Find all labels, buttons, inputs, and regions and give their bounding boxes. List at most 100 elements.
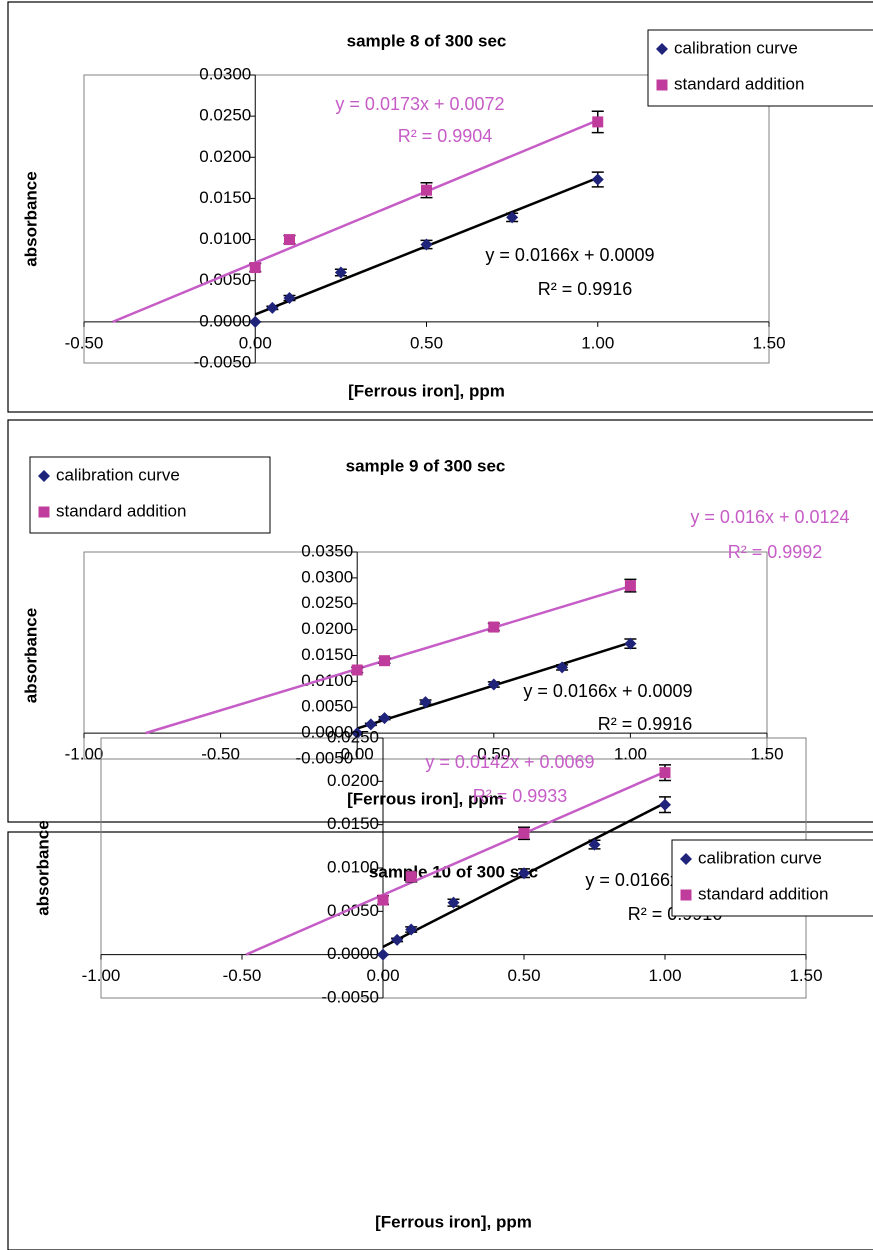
legend-marker (656, 79, 668, 91)
diamond-marker (249, 315, 262, 328)
y-tick-label: 0.0150 (327, 814, 379, 833)
x-tick-label: 1.00 (581, 333, 614, 352)
x-tick-label: 1.50 (752, 333, 785, 352)
legend-label: standard addition (56, 501, 186, 520)
legend-marker (38, 506, 50, 518)
chart-title: sample 8 of 300 sec (347, 31, 507, 50)
r-squared: R² = 0.9916 (598, 714, 693, 734)
chart-title: sample 9 of 300 sec (346, 456, 506, 475)
y-tick-label: 0.0150 (301, 645, 353, 664)
y-tick-label: 0.0300 (199, 64, 251, 83)
legend-label: standard addition (674, 74, 804, 93)
diamond-marker (518, 867, 530, 880)
legend-marker (656, 43, 668, 55)
diamond-marker (364, 718, 377, 731)
x-tick-label: 1.50 (750, 745, 783, 764)
legend-marker (680, 853, 692, 865)
square-marker (379, 655, 391, 667)
x-tick-label: 1.00 (648, 966, 681, 985)
diamond-marker (624, 637, 637, 650)
y-tick-label: 0.0200 (199, 147, 251, 166)
trendline-equation: y = 0.0166x + 0.0009 (485, 245, 654, 265)
legend-marker (680, 889, 692, 901)
square-marker (405, 871, 417, 883)
legend-label: calibration curve (698, 848, 822, 867)
square-marker (488, 621, 500, 633)
legend-label: calibration curve (674, 38, 798, 57)
x-tick-label: 1.50 (789, 966, 822, 985)
diamond-marker (283, 291, 296, 304)
x-tick-label: -0.50 (223, 966, 262, 985)
y-tick-label: 0.0100 (301, 671, 353, 690)
chart: -1.00 -0.50 0.00 0.50 1.00 1.50 -0.0050 0.0000 0… (7, 727, 873, 1250)
y-tick-label: 0.0000 (199, 311, 251, 330)
plot-area (83, 551, 768, 760)
y-tick-label: 0.0350 (301, 541, 353, 560)
x-tick-label: -0.50 (65, 333, 104, 352)
legend-box (671, 839, 873, 917)
x-tick-label: 0.00 (239, 333, 272, 352)
y-tick-label: 0.0000 (301, 723, 353, 742)
y-tick-label: 0.0050 (327, 901, 379, 920)
x-tick-label: 0.50 (410, 333, 443, 352)
plot-area (83, 74, 770, 364)
legend-label: standard addition (698, 884, 828, 903)
r-squared: R² = 0.9904 (398, 126, 493, 146)
y-tick-label: -0.0050 (296, 748, 354, 767)
x-axis-title: [Ferrous iron], ppm (375, 1212, 532, 1231)
diamond-marker (447, 896, 460, 909)
x-tick-label: -0.50 (201, 745, 240, 764)
diamond-marker (378, 712, 391, 725)
diamond-marker (556, 661, 569, 674)
legend-label: calibration curve (56, 465, 180, 484)
trendline-equation: y = 0.016x + 0.0124 (690, 507, 849, 527)
y-axis-title: absorbance (33, 820, 52, 915)
y-axis-title: absorbance (21, 608, 40, 703)
diamond-marker (506, 211, 519, 224)
r-squared: R² = 0.9933 (473, 786, 568, 806)
diamond-marker (377, 948, 389, 961)
legend-box (647, 29, 873, 107)
diamond-marker (266, 301, 279, 314)
diamond-marker (659, 798, 671, 811)
y-tick-label: -0.0050 (194, 352, 252, 371)
y-axis-title: absorbance (21, 171, 40, 266)
square-marker (351, 664, 363, 676)
y-tick-label: 0.0050 (199, 270, 251, 289)
y-tick-label: 0.0200 (301, 619, 353, 638)
legend-marker (38, 470, 50, 482)
square-marker (249, 262, 261, 274)
square-marker (421, 184, 432, 196)
square-marker (377, 894, 389, 906)
trendline-equation: y = 0.0166x + 0.0009 (523, 681, 692, 701)
chart: -0.50 0.00 0.50 1.00 1.50 -0.0050 0.0000 0.0050… (7, 1, 873, 413)
diamond-marker (420, 238, 433, 251)
trendline (112, 119, 599, 324)
trendline-equation: y = 0.0142x + 0.0069 (425, 752, 594, 772)
trendline (245, 770, 666, 956)
y-tick-label: 0.0100 (199, 229, 251, 248)
x-tick-label: -1.00 (82, 966, 121, 985)
square-marker (284, 234, 295, 246)
x-tick-label: 1.00 (614, 745, 647, 764)
y-tick-label: 0.0250 (327, 727, 379, 746)
y-tick-label: 0.0000 (327, 944, 379, 963)
x-axis-title: [Ferrous iron], ppm (347, 789, 504, 808)
square-marker (624, 580, 636, 592)
square-marker (592, 116, 604, 128)
diamond-marker (591, 173, 604, 186)
diamond-marker (588, 838, 601, 851)
y-tick-label: -0.0050 (321, 987, 379, 1006)
y-tick-label: 0.0200 (327, 771, 379, 790)
y-tick-label: 0.0050 (301, 697, 353, 716)
diamond-marker (391, 933, 404, 946)
diamond-marker (405, 923, 418, 936)
y-tick-label: 0.0300 (301, 567, 353, 586)
x-tick-label: 0.50 (477, 745, 510, 764)
diamond-marker (351, 727, 364, 740)
y-tick-label: 0.0100 (327, 857, 379, 876)
trendline-equation: y = 0.0173x + 0.0072 (335, 94, 504, 114)
diamond-marker (419, 696, 432, 709)
